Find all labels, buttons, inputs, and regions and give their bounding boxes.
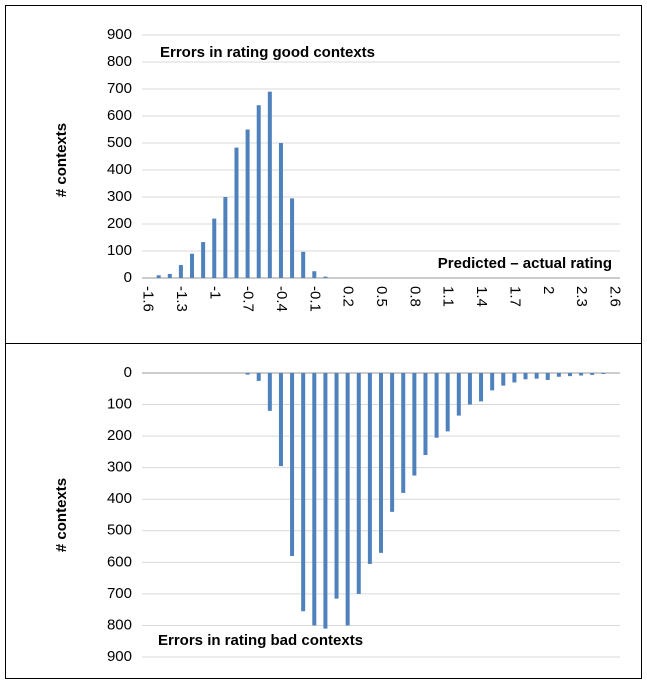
bar	[245, 373, 250, 375]
y-tick-label: 300	[107, 188, 132, 205]
bar	[523, 373, 528, 380]
x-tick-label: -1.6	[140, 286, 157, 312]
bar	[312, 373, 317, 626]
y-axis-label: # contexts	[53, 478, 70, 552]
bar	[278, 373, 283, 467]
bar	[201, 242, 206, 278]
y-tick-label: 300	[107, 459, 132, 476]
y-tick-label: 200	[107, 215, 132, 232]
y-tick-label: 700	[107, 585, 132, 602]
x-tick-label: 1.4	[473, 286, 490, 307]
bar	[167, 273, 172, 278]
bar	[545, 373, 550, 380]
bar	[423, 373, 428, 456]
y-tick-label: 600	[107, 553, 132, 570]
y-axis-label: # contexts	[53, 123, 70, 197]
bar	[312, 271, 317, 278]
x-tick-label: -0.4	[273, 286, 290, 312]
x-tick-label: 0.5	[373, 286, 390, 307]
bar	[601, 373, 606, 374]
y-tick-label: 0	[124, 269, 132, 286]
bar	[290, 198, 295, 278]
x-tick-label: 0.8	[406, 286, 423, 307]
bar	[467, 373, 472, 405]
y-tick-label: 400	[107, 161, 132, 178]
bar	[156, 275, 161, 278]
y-tick-label: 100	[107, 396, 132, 413]
x-tick-label: 2.6	[606, 286, 623, 307]
bar	[556, 373, 561, 377]
bar	[567, 373, 572, 377]
x-tick-label: 1.1	[440, 286, 457, 307]
bar	[301, 251, 306, 278]
y-tick-label: 200	[107, 427, 132, 444]
bar	[456, 373, 461, 416]
bar	[323, 276, 328, 278]
bar	[379, 373, 383, 553]
bar	[501, 373, 506, 386]
chart-title: Errors in rating good contexts	[160, 44, 375, 61]
x-tick-label: -0.1	[306, 286, 323, 312]
bar	[334, 373, 339, 599]
bar	[190, 253, 195, 278]
bar	[267, 91, 272, 278]
bar	[323, 373, 328, 629]
y-tick-label: 800	[107, 53, 132, 70]
x-axis-label: Predicted – actual rating	[438, 255, 612, 272]
bar	[256, 105, 261, 278]
bar	[479, 373, 484, 402]
bar	[434, 373, 439, 438]
x-tick-label: 2	[540, 286, 557, 294]
bar	[267, 373, 272, 411]
y-tick-label: 100	[107, 242, 132, 259]
bar	[212, 218, 217, 278]
bar	[278, 143, 283, 278]
y-tick-label: 700	[107, 80, 132, 97]
bar	[345, 373, 350, 626]
bar	[445, 373, 450, 432]
bar	[412, 373, 417, 476]
bar	[590, 373, 595, 375]
bar	[390, 373, 395, 512]
x-tick-label: 1.7	[506, 286, 523, 307]
x-tick-label: -1	[206, 286, 223, 299]
bar	[534, 373, 539, 379]
bar	[401, 373, 406, 493]
x-tick-label: -0.7	[240, 286, 257, 312]
chart-title: Errors in rating bad contexts	[158, 632, 363, 649]
y-tick-label: 500	[107, 134, 132, 151]
x-tick-label: -1.3	[173, 286, 190, 312]
bar	[245, 129, 250, 278]
x-tick-label: 0.2	[340, 286, 357, 307]
bar	[178, 265, 183, 278]
bar	[512, 373, 517, 383]
bar	[223, 197, 228, 278]
y-tick-label: 400	[107, 490, 132, 507]
x-tick-label: 2.3	[573, 286, 590, 307]
bar	[256, 373, 261, 381]
bar	[290, 373, 295, 557]
bar	[301, 373, 306, 612]
y-tick-label: 900	[107, 26, 132, 43]
y-tick-label: 0	[124, 364, 132, 381]
bar	[490, 373, 495, 391]
y-tick-label: 800	[107, 616, 132, 633]
bar	[579, 373, 584, 376]
y-tick-label: 900	[107, 648, 132, 665]
y-tick-label: 600	[107, 107, 132, 124]
y-tick-label: 500	[107, 522, 132, 539]
bar	[367, 373, 372, 564]
panel-frame	[5, 343, 642, 679]
bar	[234, 147, 239, 278]
bar	[356, 373, 361, 594]
